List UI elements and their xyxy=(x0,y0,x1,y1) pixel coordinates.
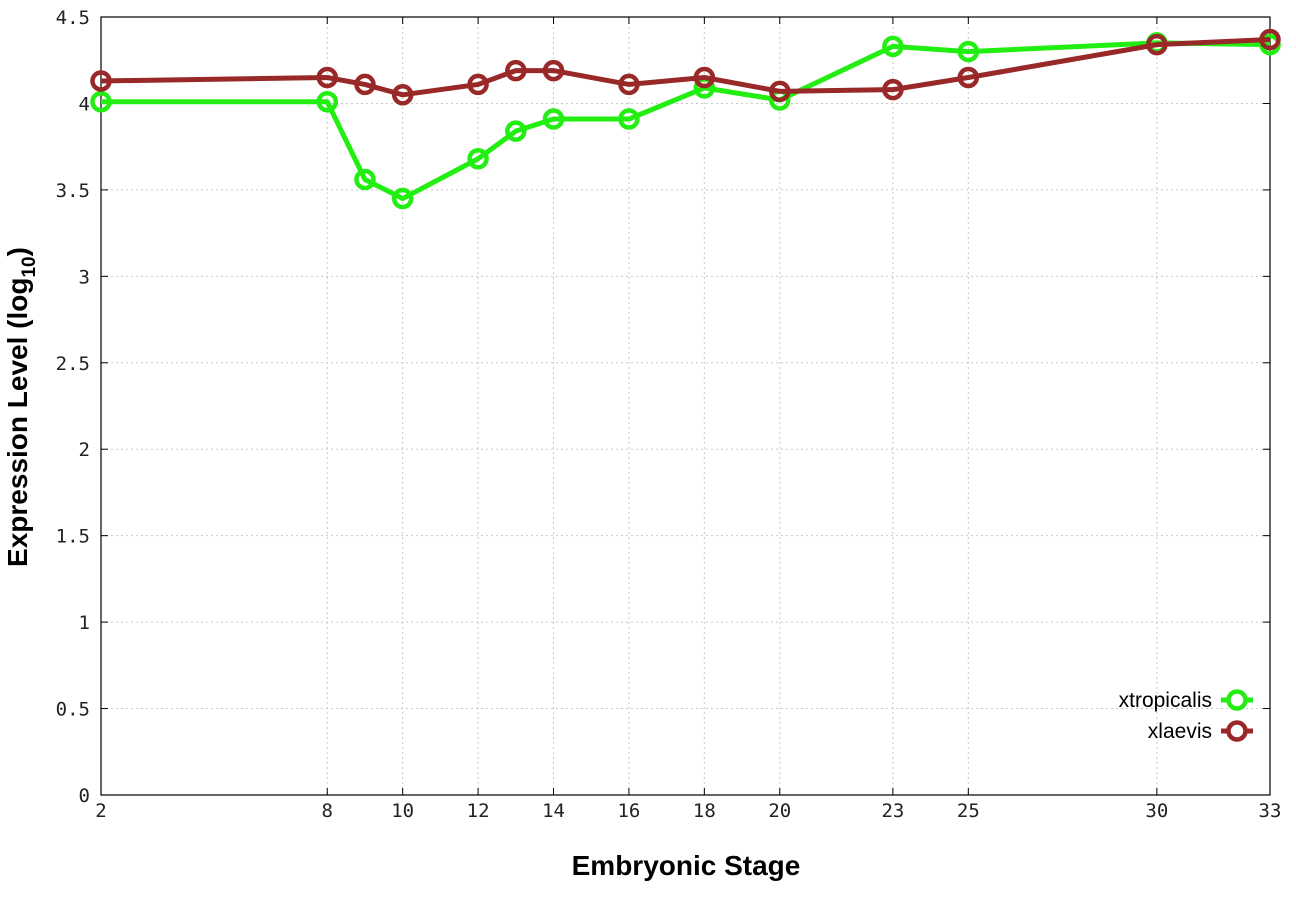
y-tick-label: 4 xyxy=(79,93,90,115)
data-point-xlaevis xyxy=(467,73,489,96)
y-tick-label: 3.5 xyxy=(56,180,90,202)
legend-label-xlaevis: xlaevis xyxy=(1148,720,1212,743)
x-tick-label: 33 xyxy=(1259,800,1282,822)
data-point-xtropicalis xyxy=(505,120,527,142)
data-point-xtropicalis xyxy=(957,40,980,63)
data-point-xlaevis xyxy=(1146,33,1168,56)
y-axis-title-main: Expression Level (log xyxy=(2,278,33,567)
y-tick-label: 1 xyxy=(79,612,90,634)
y-axis-title-close: ) xyxy=(2,247,33,256)
axis-ticks: 0 0.5 1 1.5 2 2.5 3 3.5 4 4.5 2 8 10 12 14 16 18 20 23 25 30… xyxy=(56,7,1282,822)
legend-swatch-marker-xlaevis xyxy=(1226,720,1248,742)
y-tick-label: 3 xyxy=(79,266,90,288)
series-line-xtropicalis xyxy=(101,40,1271,202)
data-point-xlaevis xyxy=(316,66,339,89)
data-point-xtropicalis xyxy=(618,108,640,130)
y-tick-label: 2 xyxy=(79,439,90,461)
data-point-xtropicalis xyxy=(316,90,339,113)
legend-swatch-marker-xtropicalis xyxy=(1226,689,1248,711)
y-tick-label: 2.5 xyxy=(56,353,90,375)
y-tick-label: 0.5 xyxy=(56,699,90,721)
series-layer xyxy=(90,28,1281,210)
data-point-xlaevis xyxy=(618,73,640,96)
data-point-xlaevis xyxy=(542,59,565,82)
data-point-xtropicalis xyxy=(542,108,565,130)
data-point-xtropicalis xyxy=(467,148,489,170)
data-point-xlaevis xyxy=(391,84,414,106)
data-point-xtropicalis xyxy=(391,187,414,210)
x-tick-label: 23 xyxy=(881,800,904,822)
data-point-xtropicalis xyxy=(90,90,112,113)
x-tick-label: 16 xyxy=(617,800,640,822)
y-tick-label: 0 xyxy=(79,785,90,807)
data-point-xtropicalis xyxy=(354,168,376,191)
plot-frame xyxy=(100,16,1271,796)
data-point-xtropicalis xyxy=(882,35,904,58)
data-point-xlaevis xyxy=(693,66,716,89)
y-tick-label: 4.5 xyxy=(56,7,90,29)
legend: xtropicalis xlaevis xyxy=(1119,689,1253,743)
data-point-xlaevis xyxy=(90,70,112,92)
x-tick-label: 10 xyxy=(391,800,414,822)
data-point-xlaevis xyxy=(957,66,980,89)
grid-layer xyxy=(101,17,1270,795)
data-point-xlaevis xyxy=(1259,28,1281,51)
x-tick-label: 2 xyxy=(95,800,106,822)
y-tick-label: 1.5 xyxy=(56,526,90,548)
x-tick-label: 18 xyxy=(693,800,716,822)
x-tick-label: 8 xyxy=(322,800,333,822)
x-axis-title: Embryonic Stage xyxy=(572,850,801,881)
data-point-xlaevis xyxy=(769,80,791,103)
y-axis-title-subscript: 10 xyxy=(19,256,40,277)
x-tick-label: 14 xyxy=(542,800,565,822)
x-tick-label: 20 xyxy=(768,800,791,822)
x-tick-label: 30 xyxy=(1145,800,1168,822)
x-tick-label: 25 xyxy=(957,800,980,822)
data-point-xlaevis xyxy=(354,73,376,96)
data-point-xlaevis xyxy=(505,59,527,82)
data-point-xlaevis xyxy=(882,78,904,101)
y-axis-title: Expression Level (log10) xyxy=(2,247,40,567)
legend-label-xtropicalis: xtropicalis xyxy=(1119,689,1212,712)
plot-border xyxy=(100,16,1271,796)
x-tick-label: 12 xyxy=(467,800,490,822)
